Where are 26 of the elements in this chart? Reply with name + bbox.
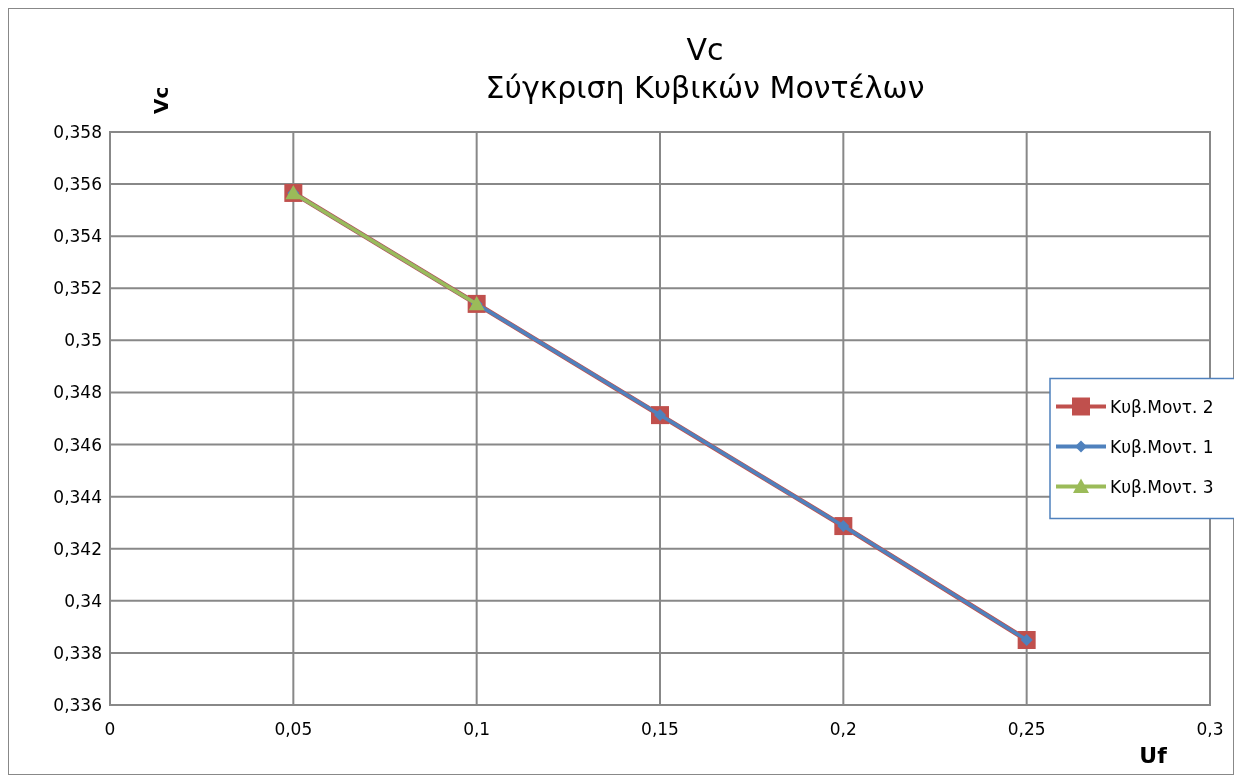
text: Vc (686, 32, 724, 67)
y-tick-label: 0,344 (53, 486, 102, 507)
y-tick-label: 0,338 (53, 642, 102, 663)
legend-label: Κυβ.Μοντ. 3 (1110, 476, 1214, 497)
x-tick-label: 0,15 (641, 719, 679, 739)
x-tick-label: 0,05 (274, 719, 313, 739)
y-tick-label: 0,348 (53, 382, 102, 403)
legend-label: Κυβ.Μοντ. 2 (1110, 396, 1214, 417)
x-tick-label: 0,2 (829, 719, 857, 739)
y-tick-label: 0,352 (53, 278, 102, 299)
y-axis-title: Vc (149, 86, 173, 114)
x-tick-label: 0,1 (463, 719, 491, 739)
legend-label: Κυβ.Μοντ. 1 (1110, 436, 1214, 457)
x-tick-label: 0 (104, 719, 116, 739)
y-tick-label: 0,354 (53, 226, 102, 247)
y-tick-label: 0,34 (64, 590, 102, 611)
x-tick-label: 0,25 (1007, 719, 1046, 739)
x-axis-title: Uf (1139, 743, 1168, 768)
y-tick-label: 0,342 (53, 538, 102, 559)
y-tick-label: 0,356 (53, 174, 102, 195)
text: Σύγκριση Κυβικών Μοντέλων (485, 70, 925, 105)
y-tick-label: 0,336 (53, 695, 102, 715)
y-tick-label: 0,346 (53, 434, 102, 455)
x-tick-label: 0,3 (1196, 719, 1224, 739)
y-tick-label: 0,35 (64, 330, 102, 351)
y-tick-label: 0,358 (53, 122, 102, 142)
